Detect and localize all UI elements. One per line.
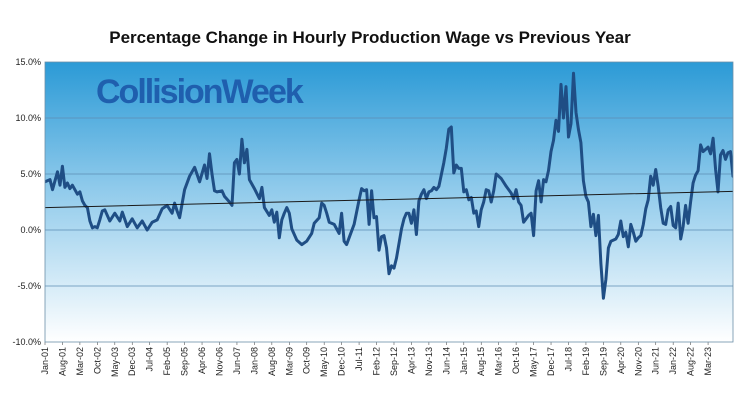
x-tick-label: Apr-13 xyxy=(406,347,416,374)
x-tick-label: Mar-23 xyxy=(703,347,713,376)
x-tick-label: Mar-02 xyxy=(75,347,85,376)
watermark-logo: CollisionWeek xyxy=(96,73,304,111)
y-axis: -10.0% -5.0% 0.0% 5.0% 10.0% 15.0% xyxy=(12,57,41,347)
x-tick-label: Dec-10 xyxy=(337,347,347,376)
x-tick-label: Jul-11 xyxy=(354,347,364,371)
x-tick-label: Jul-04 xyxy=(145,347,155,372)
x-tick-label: May-10 xyxy=(319,347,329,377)
series-layer xyxy=(45,71,733,300)
x-tick-label: Feb-19 xyxy=(581,347,591,376)
gridlines xyxy=(45,117,733,287)
plot-border xyxy=(44,61,734,343)
y-tick-label: 15.0% xyxy=(15,57,41,67)
x-tick-label: Jan-08 xyxy=(249,347,259,375)
y-tick-label: -10.0% xyxy=(12,337,41,347)
y-tick-label: 10.0% xyxy=(15,113,41,123)
x-tick-label: Nov-06 xyxy=(214,347,224,376)
x-tick-label: Sep-05 xyxy=(180,347,190,376)
x-tick-label: Apr-20 xyxy=(616,347,626,374)
y-tick-label: -5.0% xyxy=(17,281,41,291)
x-tick-label: Feb-05 xyxy=(162,347,172,376)
x-tick-label: Jan-22 xyxy=(668,347,678,375)
x-tick-label: Jun-14 xyxy=(441,347,451,375)
y-tick-label: 5.0% xyxy=(20,169,41,179)
y-tick-label: 0.0% xyxy=(20,225,41,235)
x-tick-label: Aug-15 xyxy=(476,347,486,376)
x-tick-label: Aug-22 xyxy=(686,347,696,376)
x-tick-label: Jan-01 xyxy=(40,347,50,375)
x-tick-label: Jul-18 xyxy=(563,347,573,372)
x-tick-label: Sep-19 xyxy=(598,347,608,376)
x-tick-label: Nov-20 xyxy=(633,347,643,376)
plot-area xyxy=(45,62,733,342)
x-tick-label: Oct-09 xyxy=(302,347,312,374)
x-tick-label: Mar-16 xyxy=(494,347,504,376)
x-tick-label: May-17 xyxy=(529,347,539,377)
x-tick-label: Jun-21 xyxy=(651,347,661,375)
trend-line xyxy=(45,190,733,209)
x-axis: Jan-01 Aug-01 Mar-02 Oct-02 May-03 Dec-03 Jul-… xyxy=(40,342,713,377)
chart-title: Percentage Change in Hourly Production W… xyxy=(109,28,631,47)
series-line-wage-change xyxy=(45,71,733,300)
x-tick-label: Jun-07 xyxy=(232,347,242,375)
x-tick-label: Aug-08 xyxy=(267,347,277,376)
x-tick-label: Nov-13 xyxy=(424,347,434,376)
x-tick-label: May-03 xyxy=(110,347,120,377)
x-tick-label: Jan-15 xyxy=(459,347,469,375)
x-tick-label: Feb-12 xyxy=(372,347,382,376)
x-tick-label: Apr-06 xyxy=(197,347,207,374)
x-tick-label: Dec-17 xyxy=(546,347,556,376)
x-tick-label: Oct-16 xyxy=(511,347,521,374)
x-tick-label: Sep-12 xyxy=(389,347,399,376)
x-tick-label: Mar-09 xyxy=(284,347,294,376)
x-tick-label: Aug-01 xyxy=(57,347,67,376)
x-tick-label: Oct-02 xyxy=(92,347,102,374)
x-tick-label: Dec-03 xyxy=(127,347,137,376)
